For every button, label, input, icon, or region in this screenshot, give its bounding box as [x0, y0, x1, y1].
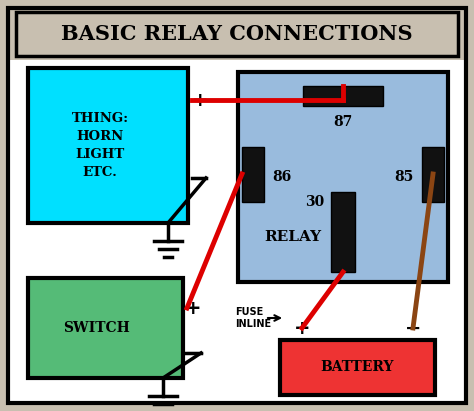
Bar: [303, 86, 383, 106]
Text: +: +: [185, 298, 201, 318]
Text: 85: 85: [394, 170, 414, 184]
Text: BATTERY: BATTERY: [320, 360, 394, 374]
Bar: [238, 72, 448, 282]
Bar: [16, 12, 458, 56]
Bar: [28, 278, 183, 378]
Bar: [422, 147, 444, 202]
Text: INLINE: INLINE: [235, 319, 271, 329]
Text: RELAY: RELAY: [264, 230, 321, 244]
Text: 30: 30: [305, 195, 325, 209]
Text: −: −: [192, 169, 209, 187]
Text: FUSE: FUSE: [235, 307, 263, 317]
Bar: [280, 340, 435, 395]
Text: +: +: [294, 319, 310, 337]
Text: +: +: [192, 90, 209, 109]
Bar: [8, 8, 466, 60]
Text: THING:
HORN
LIGHT
ETC.: THING: HORN LIGHT ETC.: [72, 112, 128, 179]
Text: −: −: [405, 319, 421, 337]
Text: SWITCH: SWITCH: [63, 321, 129, 335]
Text: 87: 87: [333, 115, 353, 129]
Text: 86: 86: [273, 170, 292, 184]
Bar: [28, 68, 188, 223]
Text: −: −: [185, 344, 201, 363]
Bar: [242, 147, 264, 202]
Text: BASIC RELAY CONNECTIONS: BASIC RELAY CONNECTIONS: [61, 24, 413, 44]
Bar: [331, 192, 355, 272]
